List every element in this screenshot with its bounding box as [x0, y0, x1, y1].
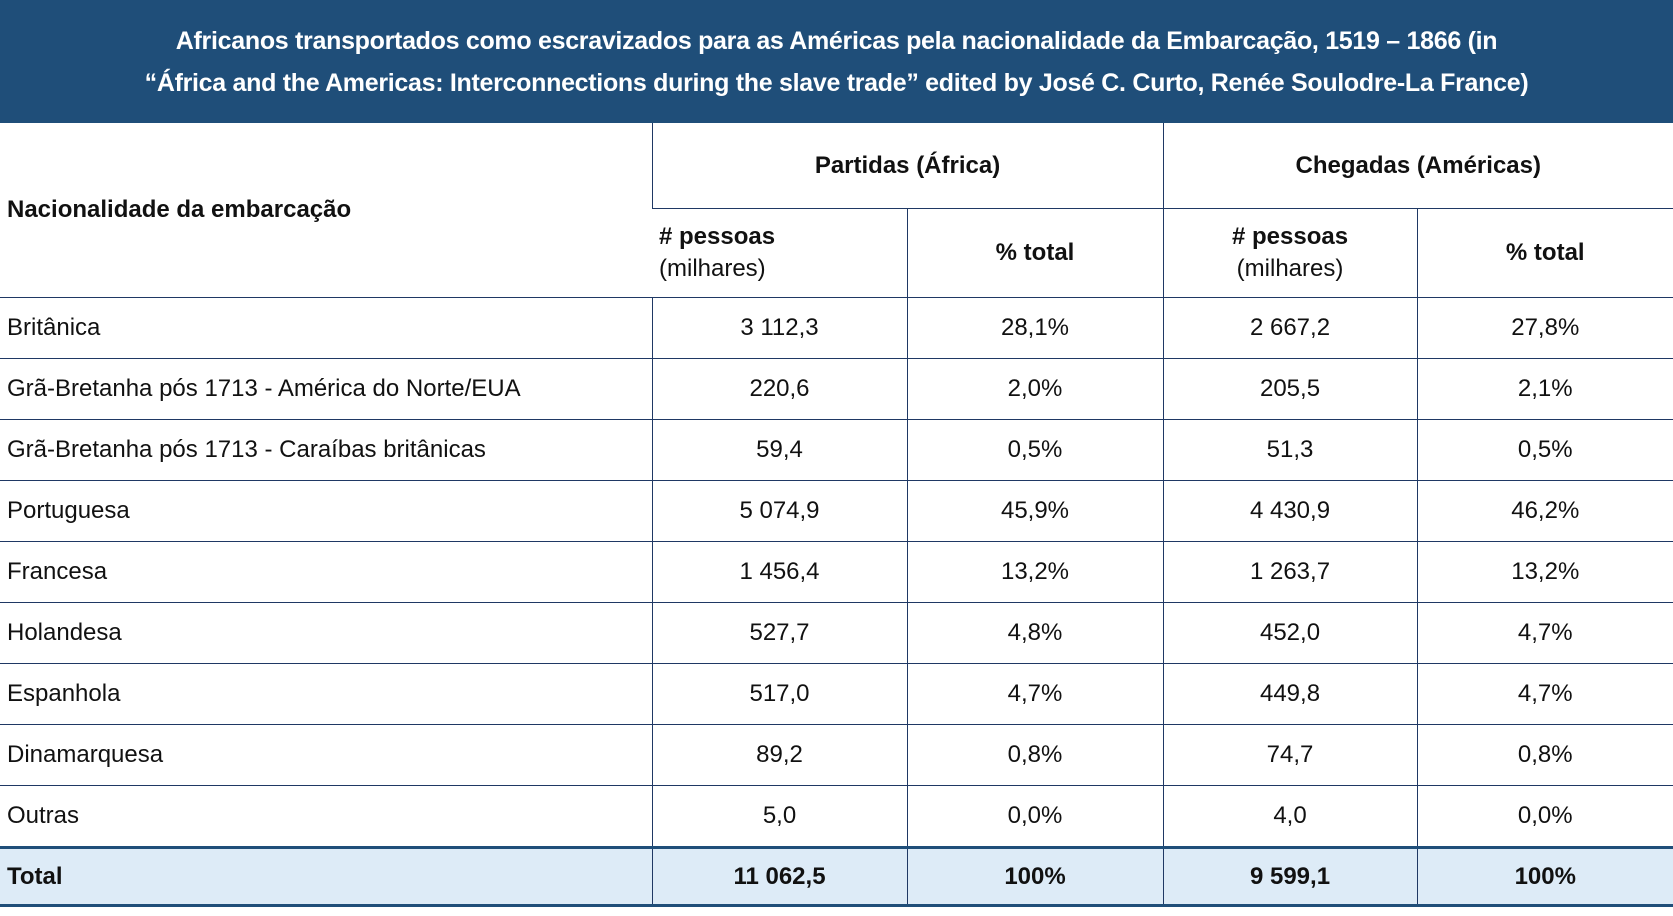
- cell-dep: 220,6: [651, 358, 907, 420]
- cell-arr: 4 430,9: [1162, 480, 1418, 542]
- total-row: Total 11 062,5 100% 9 599,1 100%: [0, 846, 1673, 907]
- cell-dep-pct: 4,8%: [906, 602, 1164, 664]
- header-arr-pct: % total: [1416, 208, 1673, 298]
- table-row: Holandesa 527,7 4,8% 452,0 4,7%: [0, 602, 1673, 664]
- table-row: Espanhola 517,0 4,7% 449,8 4,7%: [0, 663, 1673, 725]
- cell-dep: 517,0: [651, 663, 907, 725]
- header-dep-people: # pessoas (milhares): [652, 208, 907, 298]
- table-row: Portuguesa 5 074,9 45,9% 4 430,9 46,2%: [0, 480, 1673, 542]
- cell-dep: 11 062,5: [651, 846, 907, 907]
- cell-arr-pct: 46,2%: [1416, 480, 1673, 542]
- cell-arr: 74,7: [1162, 724, 1418, 786]
- table-row: Francesa 1 456,4 13,2% 1 263,7 13,2%: [0, 541, 1673, 603]
- cell-arr: 1 263,7: [1162, 541, 1418, 603]
- cell-arr-pct: 13,2%: [1416, 541, 1673, 603]
- cell-name: Francesa: [0, 541, 652, 603]
- cell-dep: 1 456,4: [651, 541, 907, 603]
- cell-name: Grã-Bretanha pós 1713 - Caraíbas britâni…: [0, 419, 652, 481]
- cell-dep-pct: 100%: [906, 846, 1164, 907]
- cell-arr-pct: 4,7%: [1416, 663, 1673, 725]
- cell-dep-pct: 0,5%: [906, 419, 1164, 481]
- header-nationality: Nacionalidade da embarcação: [7, 196, 352, 223]
- cell-arr: 2 667,2: [1162, 297, 1418, 359]
- thousands-label: (milhares): [659, 255, 766, 282]
- cell-arr: 4,0: [1162, 785, 1418, 848]
- cell-name: Total: [0, 846, 652, 907]
- header-arr-people: # pessoas (milhares): [1162, 208, 1418, 298]
- header-dep-pct: % total: [906, 208, 1164, 298]
- table-row: Grã-Bretanha pós 1713 - Caraíbas britâni…: [0, 419, 1673, 481]
- cell-dep-pct: 0,8%: [906, 724, 1164, 786]
- cell-arr-pct: 0,8%: [1416, 724, 1673, 786]
- cell-arr: 205,5: [1162, 358, 1418, 420]
- cell-dep: 5,0: [651, 785, 907, 848]
- cell-arr-pct: 4,7%: [1416, 602, 1673, 664]
- table-title: Africanos transportados como escravizado…: [0, 0, 1673, 123]
- header-arrivals: Chegadas (Américas): [1162, 123, 1673, 209]
- cell-arr: 452,0: [1162, 602, 1418, 664]
- cell-dep-pct: 45,9%: [906, 480, 1164, 542]
- cell-name: Outras: [0, 785, 652, 848]
- data-table: Nacionalidade da embarcação Partidas (Áf…: [0, 123, 1673, 907]
- cell-dep: 59,4: [651, 419, 907, 481]
- cell-dep: 89,2: [651, 724, 907, 786]
- cell-dep: 5 074,9: [651, 480, 907, 542]
- cell-name: Espanhola: [0, 663, 652, 725]
- cell-name: Portuguesa: [0, 480, 652, 542]
- title-line-1: Africanos transportados como escravizado…: [175, 26, 1498, 55]
- cell-name: Holandesa: [0, 602, 652, 664]
- cell-name: Dinamarquesa: [0, 724, 652, 786]
- cell-dep-pct: 0,0%: [906, 785, 1164, 848]
- cell-arr: 9 599,1: [1162, 846, 1418, 907]
- table-row: Outras 5,0 0,0% 4,0 0,0%: [0, 785, 1673, 848]
- cell-arr-pct: 0,5%: [1416, 419, 1673, 481]
- cell-dep-pct: 13,2%: [906, 541, 1164, 603]
- table-row: Dinamarquesa 89,2 0,8% 74,7 0,8%: [0, 724, 1673, 786]
- table-row: Britânica 3 112,3 28,1% 2 667,2 27,8%: [0, 297, 1673, 359]
- cell-dep: 527,7: [651, 602, 907, 664]
- cell-dep-pct: 4,7%: [906, 663, 1164, 725]
- cell-arr-pct: 100%: [1416, 846, 1673, 907]
- people-label: # pessoas: [1231, 223, 1349, 250]
- header-departures: Partidas (África): [651, 123, 1164, 209]
- cell-dep: 3 112,3: [651, 297, 907, 359]
- cell-arr: 51,3: [1162, 419, 1418, 481]
- cell-dep-pct: 28,1%: [906, 297, 1164, 359]
- cell-name: Grã-Bretanha pós 1713 - América do Norte…: [0, 358, 652, 420]
- cell-dep-pct: 2,0%: [906, 358, 1164, 420]
- cell-arr-pct: 27,8%: [1416, 297, 1673, 359]
- table-row: Grã-Bretanha pós 1713 - América do Norte…: [0, 358, 1673, 420]
- people-label: # pessoas: [659, 223, 776, 250]
- cell-arr-pct: 0,0%: [1416, 785, 1673, 848]
- title-line-2: “África and the Americas: Interconnectio…: [144, 68, 1529, 97]
- thousands-label: (milhares): [1236, 255, 1344, 282]
- cell-name: Britânica: [0, 297, 652, 359]
- cell-arr: 449,8: [1162, 663, 1418, 725]
- cell-arr-pct: 2,1%: [1416, 358, 1673, 420]
